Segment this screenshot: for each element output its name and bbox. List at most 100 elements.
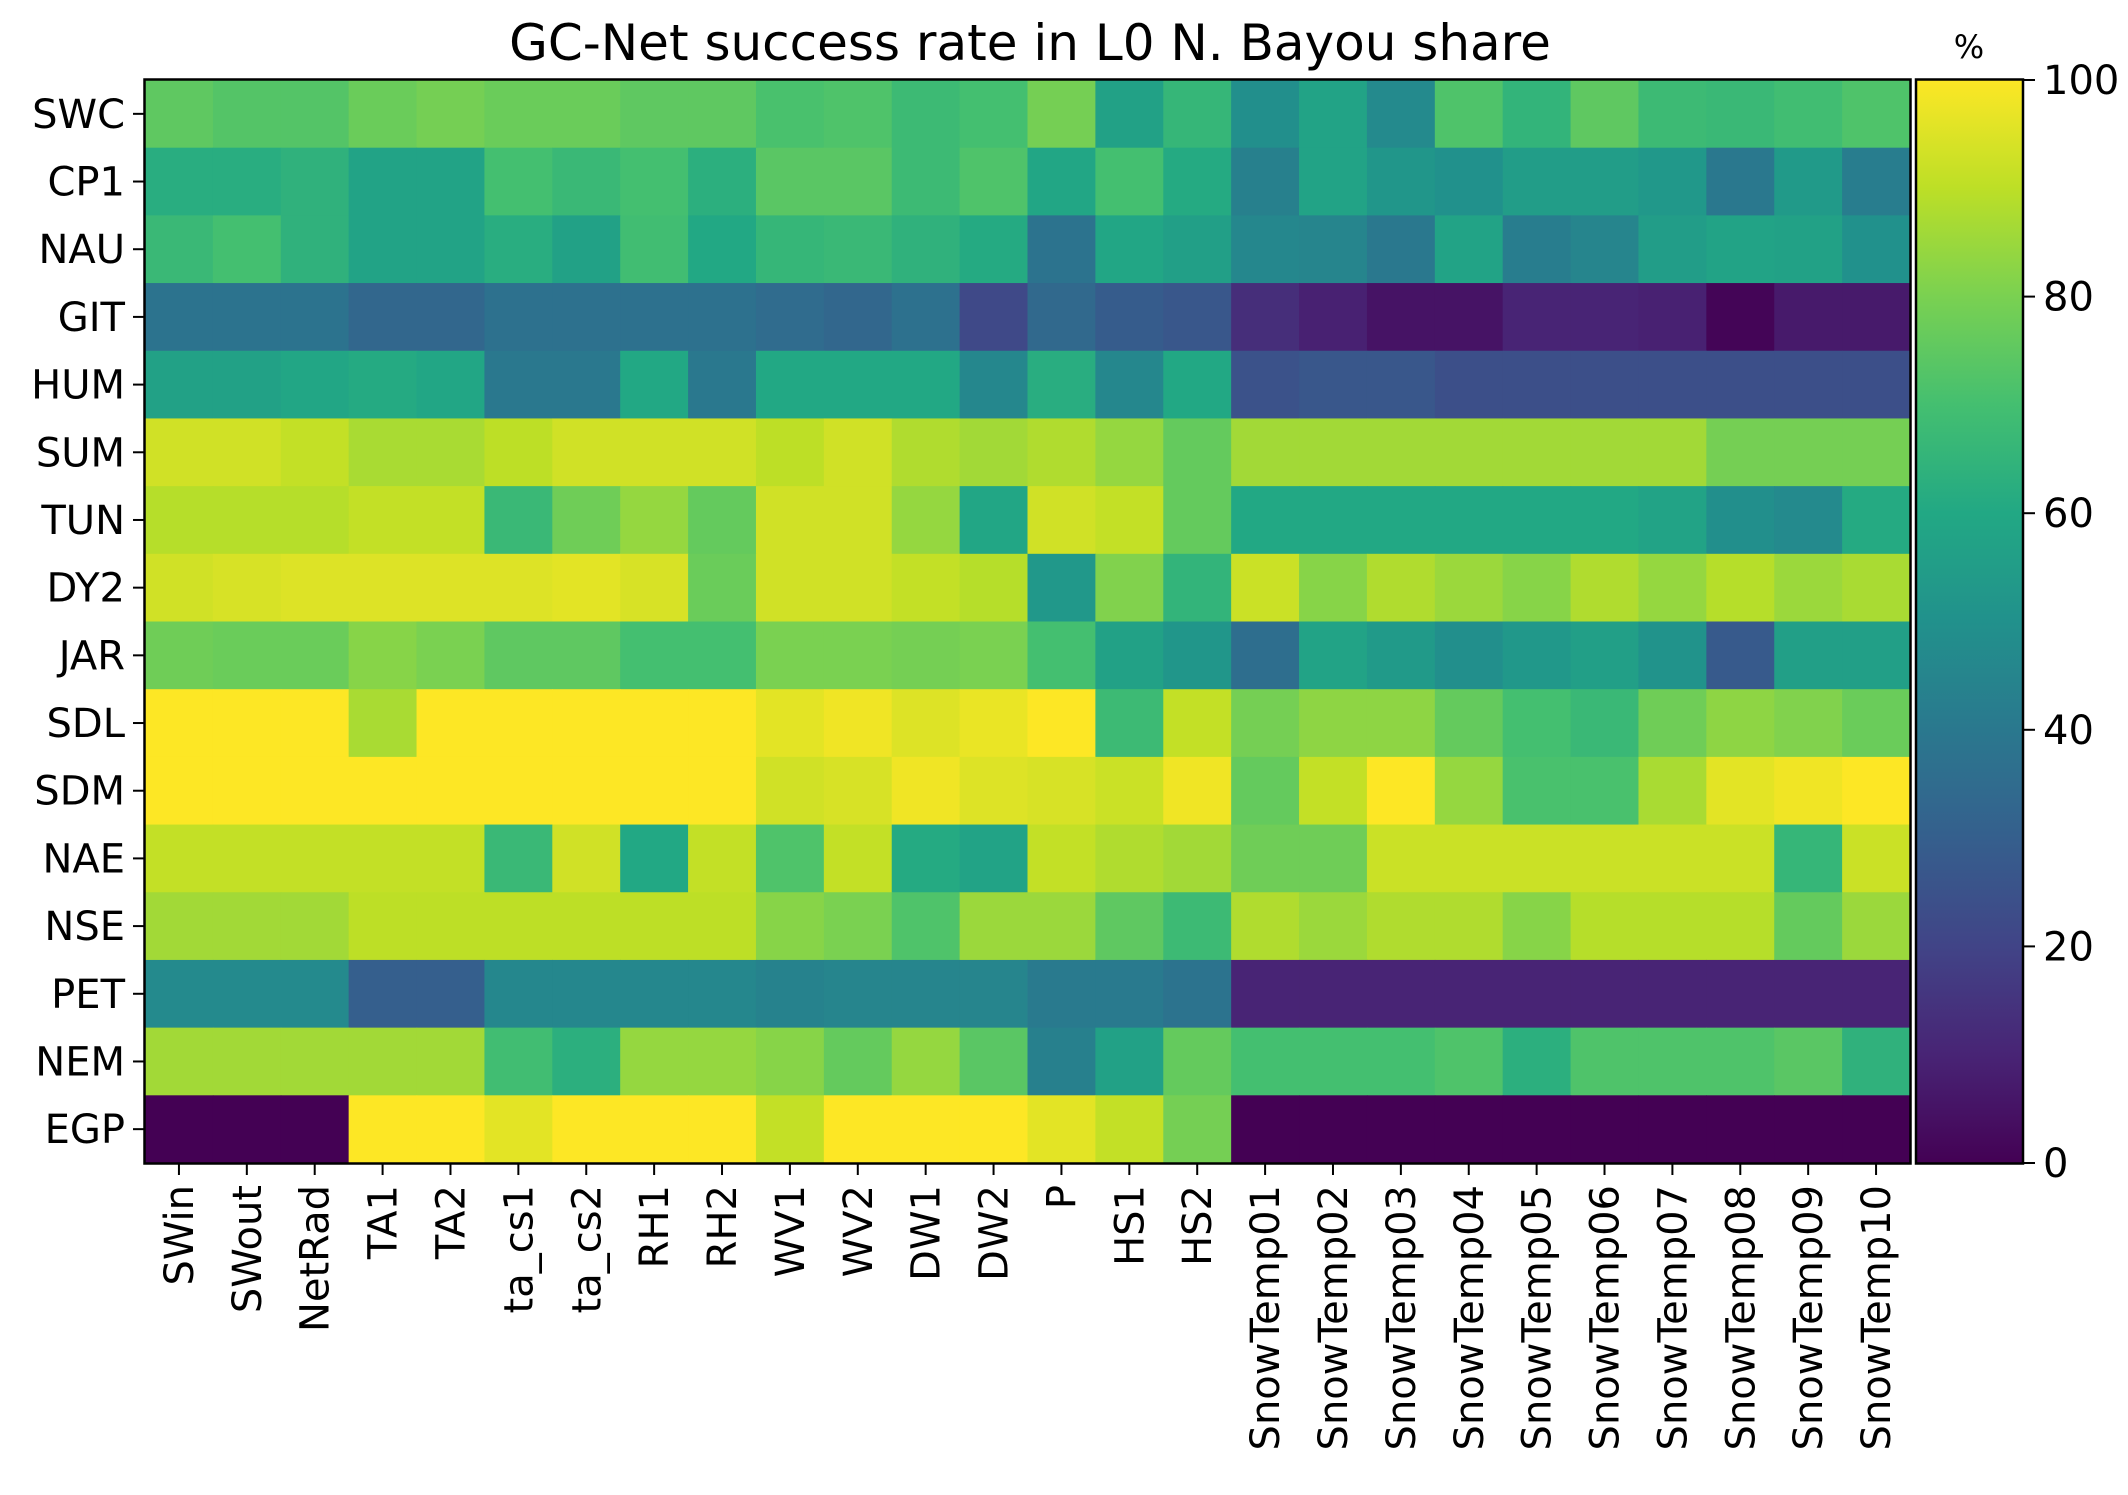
heatmap-cell-DY2-ta_cs1 [484, 553, 553, 623]
heatmap-cell-NAE-SnowTemp04 [1434, 824, 1504, 893]
heatmap-cell-TUN-RH1 [620, 486, 689, 555]
heatmap-cell-EGP-P [1027, 1095, 1096, 1164]
colorbar-unit-label: % [1954, 28, 1984, 66]
heatmap-cell-CP1-DW2 [959, 147, 1029, 216]
heatmap-cell-NAU-SWout [212, 215, 282, 284]
heatmap-cell-SUM-SnowTemp09 [1774, 418, 1843, 487]
x-tick-label: SnowTemp05 [1515, 1185, 1561, 1450]
heatmap-cell-SUM-DW2 [959, 418, 1029, 487]
heatmap-cell-NAU-SWin [145, 215, 214, 284]
heatmap-cell-CP1-ta_cs1 [484, 147, 553, 216]
heatmap-cell-SDL-SnowTemp04 [1434, 689, 1504, 758]
x-tick-label: SnowTemp08 [1718, 1185, 1764, 1450]
heatmap-cell-PET-ta_cs2 [552, 959, 621, 1029]
heatmap-cell-CP1-SWout [212, 147, 282, 216]
heatmap-cell-SDL-NetRad [280, 689, 350, 758]
heatmap-cell-HUM-SWin [145, 350, 214, 420]
heatmap-cell-SUM-ta_cs2 [552, 418, 621, 487]
heatmap-cell-PET-WV1 [755, 959, 825, 1029]
heatmap-cell-SWC-SnowTemp08 [1706, 80, 1775, 149]
heatmap-cell-NAE-SnowTemp06 [1570, 824, 1640, 893]
heatmap-cell-JAR-DW1 [891, 621, 961, 690]
x-tick-label: HS1 [1107, 1185, 1153, 1266]
heatmap-cell-PET-SnowTemp08 [1706, 959, 1775, 1029]
heatmap-cell-PET-SnowTemp07 [1638, 959, 1707, 1029]
heatmap-cell-NSE-SnowTemp07 [1638, 892, 1707, 961]
heatmap-cell-PET-TA1 [348, 959, 418, 1029]
heatmap-cell-CP1-HS1 [1095, 147, 1164, 216]
plot-frame [143, 78, 1912, 1165]
heatmap-cell-TUN-WV1 [755, 486, 825, 555]
heatmap-cell-HUM-SnowTemp04 [1434, 350, 1504, 420]
heatmap-cell-SUM-RH2 [688, 418, 757, 487]
heatmap-cell-HUM-ta_cs1 [484, 350, 553, 420]
heatmap-cell-PET-TA2 [416, 959, 486, 1029]
heatmap-cell-NSE-RH1 [620, 892, 689, 961]
heatmap-cell-SDM-SWin [145, 756, 214, 826]
heatmap-cell-HUM-TA1 [348, 350, 418, 420]
heatmap-cell-GIT-SnowTemp05 [1502, 283, 1572, 352]
heatmap-cell-CP1-SnowTemp03 [1366, 147, 1436, 216]
heatmap-cell-EGP-SnowTemp06 [1570, 1095, 1640, 1164]
heatmap-cell-GIT-WV1 [755, 283, 825, 352]
heatmap-cell-NAE-HS1 [1095, 824, 1164, 893]
heatmap-cell-NSE-SnowTemp03 [1366, 892, 1436, 961]
heatmap-cell-SUM-HS1 [1095, 418, 1164, 487]
y-tick-label: TUN [40, 498, 125, 544]
x-tick-label: SnowTemp09 [1786, 1185, 1832, 1450]
heatmap-cell-JAR-SnowTemp02 [1299, 621, 1368, 690]
heatmap-cell-SWC-RH2 [688, 80, 757, 149]
heatmap-cell-NAU-SnowTemp10 [1842, 215, 1911, 284]
heatmap-cell-JAR-TA1 [348, 621, 418, 690]
heatmap-cell-NAU-ta_cs1 [484, 215, 553, 284]
heatmap-cell-GIT-SnowTemp01 [1231, 283, 1300, 352]
heatmap-cell-EGP-SnowTemp09 [1774, 1095, 1843, 1164]
heatmap-cell-DY2-SnowTemp07 [1638, 553, 1707, 623]
heatmap-cell-TUN-ta_cs2 [552, 486, 621, 555]
heatmap-cell-PET-SnowTemp10 [1842, 959, 1911, 1029]
y-tick-label: PET [51, 972, 125, 1018]
heatmap-cell-EGP-SnowTemp05 [1502, 1095, 1572, 1164]
x-tick-label: TA1 [361, 1185, 407, 1260]
heatmap-cell-NAU-RH2 [688, 215, 757, 284]
heatmap-cell-PET-RH2 [688, 959, 757, 1029]
heatmap-cell-NEM-DW1 [891, 1027, 961, 1096]
heatmap-cell-CP1-RH1 [620, 147, 689, 216]
heatmap-cell-DY2-SnowTemp06 [1570, 553, 1640, 623]
x-tick-label: DW2 [972, 1185, 1018, 1281]
heatmap-cell-NAE-SnowTemp01 [1231, 824, 1300, 893]
heatmap-cell-SDL-SnowTemp07 [1638, 689, 1707, 758]
heatmap-cell-CP1-WV2 [823, 147, 893, 216]
heatmap-cell-HUM-DW2 [959, 350, 1029, 420]
heatmap-cell-DY2-HS2 [1163, 553, 1232, 623]
heatmap-cell-HUM-WV1 [755, 350, 825, 420]
heatmap-cell-CP1-SnowTemp07 [1638, 147, 1707, 216]
heatmap-cell-NAE-DW1 [891, 824, 961, 893]
heatmap-cell-PET-WV2 [823, 959, 893, 1029]
colorbar-tick-label: 40 [2043, 708, 2094, 754]
heatmap-cell-NAE-P [1027, 824, 1096, 893]
heatmap-cell-JAR-SnowTemp06 [1570, 621, 1640, 690]
heatmap-cell-NAU-SnowTemp09 [1774, 215, 1843, 284]
heatmap-cell-HUM-WV2 [823, 350, 893, 420]
heatmap-cell-CP1-RH2 [688, 147, 757, 216]
heatmap-cell-EGP-NetRad [280, 1095, 350, 1164]
x-tick-label: P [1039, 1185, 1085, 1209]
heatmap-cell-TUN-SWin [145, 486, 214, 555]
heatmap-cell-SUM-SnowTemp08 [1706, 418, 1775, 487]
heatmap-cell-GIT-SnowTemp04 [1434, 283, 1504, 352]
heatmap-cell-NSE-SnowTemp05 [1502, 892, 1572, 961]
x-tick-label: SnowTemp01 [1243, 1185, 1289, 1450]
heatmap-cell-NSE-HS1 [1095, 892, 1164, 961]
heatmap-cell-SWC-WV1 [755, 80, 825, 149]
heatmap-cell-CP1-ta_cs2 [552, 147, 621, 216]
heatmap-cell-SUM-SWin [145, 418, 214, 487]
heatmap-cell-NEM-SWout [212, 1027, 282, 1096]
heatmap-cell-JAR-SnowTemp10 [1842, 621, 1911, 690]
y-tick-label: SUM [36, 430, 125, 476]
heatmap-cell-HUM-SWout [212, 350, 282, 420]
heatmap-cell-SDM-SWout [212, 756, 282, 826]
x-tick-label: SnowTemp02 [1311, 1185, 1357, 1450]
heatmap-cell-HUM-ta_cs2 [552, 350, 621, 420]
